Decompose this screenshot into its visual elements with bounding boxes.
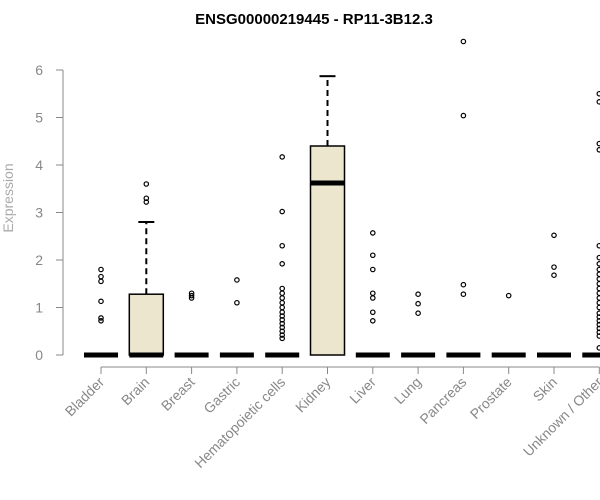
outlier-point bbox=[279, 290, 286, 297]
outlier-point bbox=[596, 140, 600, 147]
y-tick-label: 0 bbox=[35, 347, 43, 363]
outlier-point bbox=[143, 195, 150, 202]
outlier-point bbox=[369, 266, 376, 273]
outlier-point bbox=[98, 317, 104, 324]
outlier-point bbox=[279, 208, 286, 215]
x-tick-label: Breast bbox=[158, 374, 198, 414]
outlier-point bbox=[460, 112, 467, 119]
outlier-point bbox=[369, 309, 376, 316]
box-hematopoietic-cells bbox=[265, 154, 300, 358]
y-tick-label: 5 bbox=[35, 110, 43, 126]
outlier-point bbox=[98, 273, 104, 280]
box-breast bbox=[174, 290, 209, 358]
outlier-point bbox=[279, 335, 286, 342]
box-iqr bbox=[309, 145, 346, 356]
x-tick-label: Gastric bbox=[200, 374, 243, 417]
box-pancreas bbox=[446, 38, 481, 358]
plot-area bbox=[84, 38, 600, 358]
chart-title: ENSG00000219445 - RP11-3B12.3 bbox=[195, 11, 433, 28]
outlier-point bbox=[279, 328, 286, 335]
x-tick-label: Bladder bbox=[62, 374, 108, 420]
outlier-point bbox=[551, 264, 557, 270]
outlier-point bbox=[188, 290, 195, 297]
outlier-point bbox=[279, 304, 286, 311]
outlier-point bbox=[369, 295, 376, 301]
outlier-point bbox=[369, 290, 376, 297]
outlier-point bbox=[415, 291, 421, 298]
outlier-point bbox=[279, 260, 286, 267]
x-tick-label: Pancreas bbox=[416, 374, 469, 427]
outlier-point bbox=[596, 99, 600, 105]
box-lung bbox=[401, 291, 436, 358]
x-tick-label: Kidney bbox=[292, 374, 334, 416]
outlier-point bbox=[98, 298, 104, 305]
outlier-point bbox=[460, 281, 467, 288]
outlier-point bbox=[596, 242, 600, 249]
outlier-point bbox=[596, 318, 600, 324]
y-tick-label: 1 bbox=[35, 300, 43, 316]
outlier-point bbox=[415, 300, 421, 307]
x-tick-label: Brain bbox=[118, 374, 152, 408]
outlier-point bbox=[369, 317, 376, 324]
outlier-point bbox=[596, 254, 600, 261]
outlier-point bbox=[143, 181, 150, 187]
outlier-point bbox=[596, 325, 600, 332]
outlier-point bbox=[188, 292, 195, 299]
outlier-point bbox=[234, 277, 240, 283]
outlier-point bbox=[596, 345, 600, 351]
outlier-point bbox=[551, 272, 557, 279]
outlier-point bbox=[596, 261, 600, 267]
outlier-point bbox=[460, 291, 467, 298]
x-tick-label: Lung bbox=[391, 374, 424, 407]
outlier-point bbox=[369, 230, 376, 236]
outlier-point bbox=[596, 266, 600, 273]
box-prostate bbox=[491, 292, 526, 358]
outlier-point bbox=[596, 314, 600, 320]
outlier-point bbox=[369, 252, 376, 259]
outlier-point bbox=[596, 147, 600, 153]
box-gastric bbox=[219, 277, 254, 358]
outlier-point bbox=[596, 90, 600, 97]
y-tick-label: 4 bbox=[35, 157, 43, 173]
x-tick-label: Liver bbox=[346, 374, 379, 407]
outlier-point bbox=[279, 285, 286, 292]
y-tick-label: 6 bbox=[35, 62, 43, 78]
y-tick-label: 3 bbox=[35, 205, 43, 221]
box-bladder bbox=[84, 266, 118, 358]
outlier-point bbox=[279, 313, 286, 319]
box-liver bbox=[355, 230, 390, 358]
box-kidney bbox=[309, 75, 346, 356]
x-tick-label: Unknown / Other bbox=[520, 374, 600, 460]
x-tick-label: Skin bbox=[530, 374, 561, 405]
x-tick-label: Prostate bbox=[467, 374, 515, 422]
box-brain bbox=[128, 181, 165, 358]
outlier-point bbox=[279, 320, 286, 327]
outlier-point bbox=[279, 242, 286, 249]
outlier-point bbox=[279, 332, 286, 338]
y-tick-label: 2 bbox=[35, 252, 43, 268]
outlier-point bbox=[279, 295, 286, 301]
outlier-point bbox=[596, 310, 600, 316]
box-skin bbox=[537, 232, 571, 358]
outlier-point bbox=[460, 38, 467, 45]
outlier-point bbox=[596, 333, 600, 339]
outlier-point bbox=[98, 315, 104, 321]
y-axis: 0 1 2 3 4 5 6 bbox=[35, 62, 64, 363]
outlier-point bbox=[505, 292, 512, 299]
outlier-point bbox=[279, 299, 286, 306]
outlier-point bbox=[234, 299, 240, 306]
y-axis-label: Expression bbox=[0, 163, 16, 232]
box-unknown-other bbox=[582, 90, 600, 358]
outlier-point bbox=[98, 266, 104, 273]
outlier-point bbox=[98, 278, 104, 285]
box-iqr bbox=[128, 293, 165, 356]
outlier-point bbox=[415, 310, 421, 317]
outlier-point bbox=[551, 232, 557, 239]
outlier-point bbox=[279, 154, 286, 160]
